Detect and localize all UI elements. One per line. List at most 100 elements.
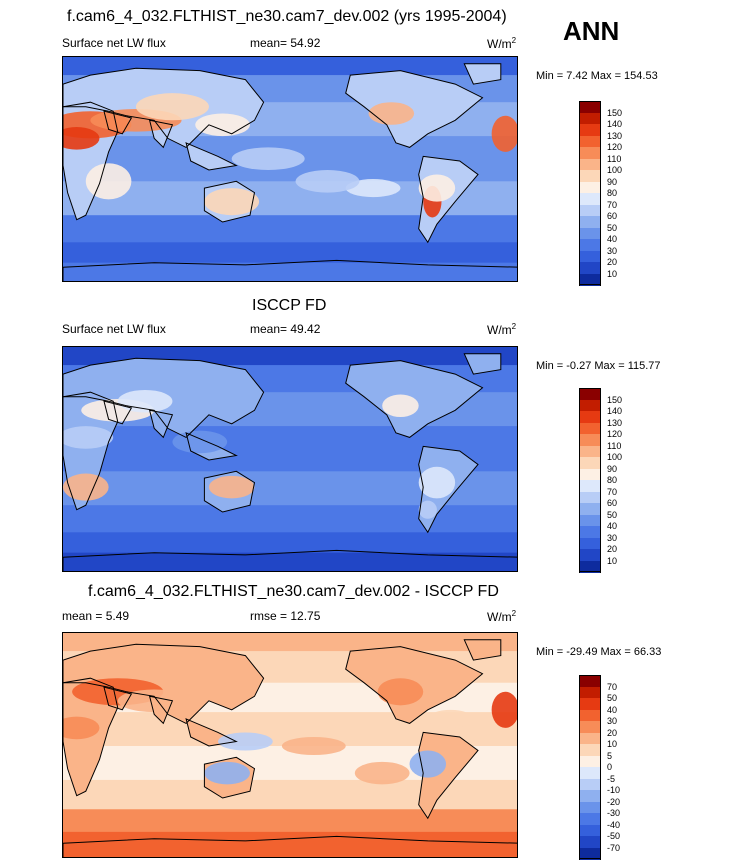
- map-coastline: [103, 110, 133, 135]
- map-contour-blob: [345, 179, 401, 198]
- colorbar-tick-label: -5: [607, 773, 616, 784]
- colorbar-swatch: [579, 411, 601, 423]
- map-coastline: [345, 646, 484, 724]
- panel-3-colorbar: 70 50 40 30 20 10 5 0 -5 -10 -20 -30 -40 -50 -70: [579, 675, 620, 860]
- map-field-band: [63, 262, 517, 281]
- map-coastline: [185, 142, 238, 171]
- panel-3-title: f.cam6_4_032.FLTHIST_ne30.cam7_dev.002 -…: [88, 583, 499, 600]
- map-contour-blob: [208, 475, 255, 499]
- colorbar-tick-label: 140: [607, 406, 623, 416]
- colorbar-tick-label: 20: [607, 544, 618, 554]
- map-contour-blob: [63, 716, 100, 740]
- colorbar-swatch: [579, 239, 601, 251]
- map-coastline: [63, 101, 119, 221]
- map-coastline: [463, 639, 502, 661]
- map-land-fill: [464, 639, 501, 661]
- colorbar-swatch: [579, 158, 601, 171]
- colorbar-tick-label: 100: [607, 165, 623, 175]
- map-coastline: [63, 391, 119, 511]
- map-contour-blob: [418, 466, 456, 499]
- panel-2-left-label: Surface net LW flux: [62, 322, 166, 336]
- colorbar-swatch: [579, 112, 601, 125]
- colorbar-tick-label: 150: [607, 107, 623, 118]
- colorbar-swatch: [579, 170, 601, 182]
- colorbar-tick-label: -70: [607, 842, 621, 853]
- panel-1-units: W/m2: [487, 36, 517, 51]
- map-contour-blob: [281, 736, 346, 756]
- colorbar-tick-label: 110: [607, 440, 622, 451]
- map-coastline: [63, 357, 265, 439]
- colorbar-swatch: [579, 755, 601, 768]
- map-land-fill: [63, 644, 264, 724]
- colorbar-tick-label: 60: [607, 498, 618, 508]
- colorbar-swatch: [579, 537, 601, 550]
- panel-1-minmax: Min = 7.42 Max = 154.53: [536, 70, 658, 82]
- map-coastline: [345, 70, 484, 148]
- map-field-band: [63, 552, 517, 571]
- colorbar-tick-label: 40: [607, 234, 618, 244]
- map-coastline: [63, 677, 119, 797]
- map-contour-blob: [172, 430, 228, 454]
- colorbar-swatch: [579, 503, 601, 515]
- colorbar-tick-label: -20: [607, 796, 621, 807]
- colorbar-tick-label: 40: [607, 521, 618, 531]
- map-field-band: [63, 809, 517, 833]
- colorbar-tick-label: 10: [607, 268, 618, 279]
- map-coastline: [418, 155, 479, 244]
- colorbar-swatch: [579, 767, 601, 779]
- colorbar-swatch: [579, 698, 601, 710]
- colorbar-swatch: [579, 744, 601, 756]
- map-coastline: [63, 549, 517, 571]
- map-coastline: [63, 835, 517, 857]
- colorbar-swatch: [579, 491, 601, 504]
- map-coastline: [63, 259, 517, 281]
- colorbar-swatch: [579, 101, 601, 113]
- map-land-fill: [345, 70, 483, 148]
- colorbar-swatch: [579, 675, 601, 687]
- colorbar-swatch: [579, 686, 601, 699]
- colorbar-swatch: [579, 399, 601, 412]
- colorbar-tick-label: 90: [607, 463, 618, 474]
- colorbar-tick-label: 120: [607, 142, 623, 152]
- map-coastline: [203, 470, 256, 513]
- map-field-band: [63, 532, 517, 554]
- colorbar-tick-label: 5: [607, 750, 613, 761]
- colorbar-swatch: [579, 801, 601, 814]
- map-field-band: [63, 831, 517, 857]
- panel-2-title: ISCCP FD: [252, 297, 327, 314]
- colorbar-tick-label: 120: [607, 429, 623, 439]
- colorbar-swatch: [579, 790, 601, 802]
- map-coastline: [185, 718, 238, 747]
- colorbar-tick-label: 10: [607, 739, 618, 749]
- colorbar-swatch: [579, 434, 601, 446]
- panel-3-units: W/m2: [487, 609, 517, 624]
- colorbar-tick-label: 130: [607, 130, 623, 141]
- colorbar-swatch: [579, 824, 601, 837]
- map-contour-blob: [382, 394, 419, 418]
- colorbar-tick-label: 30: [607, 716, 618, 726]
- colorbar-tick-label: 60: [607, 211, 618, 221]
- map-contour-blob: [418, 174, 456, 202]
- map-coastline: [463, 63, 502, 85]
- colorbar-swatch: [579, 124, 601, 136]
- colorbar-swatch: [579, 847, 601, 860]
- map-contour-blob: [218, 732, 273, 751]
- colorbar-tick-label: -50: [607, 831, 621, 841]
- colorbar-tick-label: 20: [607, 257, 618, 267]
- map-coastline: [418, 445, 479, 534]
- colorbar-swatch: [579, 778, 601, 791]
- map-field-band: [63, 505, 517, 533]
- colorbar-tick-label: 70: [607, 681, 618, 692]
- panel-1-map: [62, 56, 518, 282]
- map-field-band: [63, 242, 517, 264]
- colorbar-swatch: [579, 480, 601, 492]
- map-coastline: [148, 119, 174, 149]
- colorbar-swatch: [579, 468, 601, 481]
- map-contour-blob: [195, 113, 250, 137]
- colorbar-tick-label: 0: [607, 762, 613, 772]
- colorbar-swatch: [579, 813, 601, 825]
- panel-2-colorbar: 150 140 130 120 110 100 90 80 70 60 50 40 30 20 10: [579, 388, 622, 573]
- map-field-band: [63, 215, 517, 243]
- colorbar-swatch: [579, 193, 601, 205]
- map-coastline: [463, 353, 502, 375]
